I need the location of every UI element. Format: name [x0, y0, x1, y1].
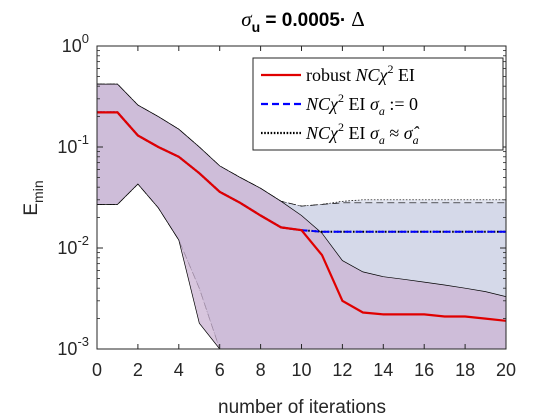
- legend-text-part: robust: [306, 65, 356, 85]
- confidence-bands: [97, 83, 506, 349]
- series-line-0: [97, 111, 506, 322]
- y-tick-label: 100: [62, 31, 89, 56]
- y-tick-base: 10: [62, 36, 82, 56]
- x-tick-label: 12: [332, 360, 352, 380]
- x-tick-label: 0: [92, 360, 102, 380]
- legend-text-part: NCχ: [355, 65, 389, 85]
- legend-text-part: EI: [344, 123, 370, 143]
- band-edge-band_upper-0: [97, 83, 506, 297]
- band-edge-band_lower-0: [97, 183, 506, 349]
- legend-text-part: EI: [344, 94, 370, 114]
- legend-label-0: robust NCχ2 EI: [306, 62, 415, 85]
- y-tick-exponent: -2: [77, 233, 89, 248]
- title-subscript: u: [252, 19, 261, 35]
- y-tick-base: 10: [57, 339, 77, 359]
- legend-text-part: 2: [387, 62, 393, 76]
- legend-text-part: ≈: [385, 123, 404, 143]
- series-lines: [97, 111, 506, 322]
- x-tick-label: 4: [174, 360, 184, 380]
- x-tick-label: 18: [455, 360, 475, 380]
- band-fill-0: [97, 84, 506, 349]
- chart-title: σu = 0.0005· Δ: [241, 7, 365, 35]
- x-tick-label: 14: [373, 360, 393, 380]
- legend-text-part: NCχ: [305, 123, 339, 143]
- title-delta: Δ: [351, 7, 365, 31]
- x-tick-label: 6: [215, 360, 225, 380]
- legend-text-part: σ: [370, 94, 380, 114]
- legend-text-part: a: [379, 104, 385, 118]
- y-tick-exponent: -1: [77, 132, 89, 147]
- y-axis-label-sub: min: [30, 180, 46, 203]
- legend-text-part: := 0: [385, 94, 418, 114]
- legend-text-part: a: [379, 133, 385, 147]
- y-tick-label: 10-3: [57, 334, 89, 359]
- y-tick-base: 10: [57, 238, 77, 258]
- y-axis-label-main: E: [21, 203, 42, 216]
- x-tick-label: 2: [133, 360, 143, 380]
- legend-text-part: EI: [393, 65, 415, 85]
- legend-label-2: NCχ2 EI σa ≈ σ̂a: [305, 120, 420, 147]
- y-axis-label: Emin: [21, 180, 46, 215]
- y-tick-exponent: -3: [77, 334, 89, 349]
- y-tick-base: 10: [57, 137, 77, 157]
- title-sigma: σ: [241, 7, 253, 31]
- y-tick-label: 10-2: [57, 233, 89, 258]
- legend-text-part: 2: [338, 91, 344, 105]
- y-tick-label: 10-1: [57, 132, 89, 157]
- legend-label-1: NCχ2 EI σa := 0: [305, 91, 418, 118]
- x-tick-label: 20: [496, 360, 516, 380]
- legend-text-part: 2: [338, 120, 344, 134]
- legend-text-part: a: [413, 133, 419, 147]
- legend-text-part: NCχ: [305, 94, 339, 114]
- x-axis-label: number of iterations: [218, 397, 386, 418]
- x-tick-label: 16: [414, 360, 434, 380]
- y-tick-exponent: 0: [82, 31, 89, 46]
- legend-text-part: σ: [370, 123, 380, 143]
- x-tick-label: 8: [256, 360, 266, 380]
- x-tick-label: 10: [291, 360, 311, 380]
- title-rest: = 0.0005·: [260, 10, 346, 31]
